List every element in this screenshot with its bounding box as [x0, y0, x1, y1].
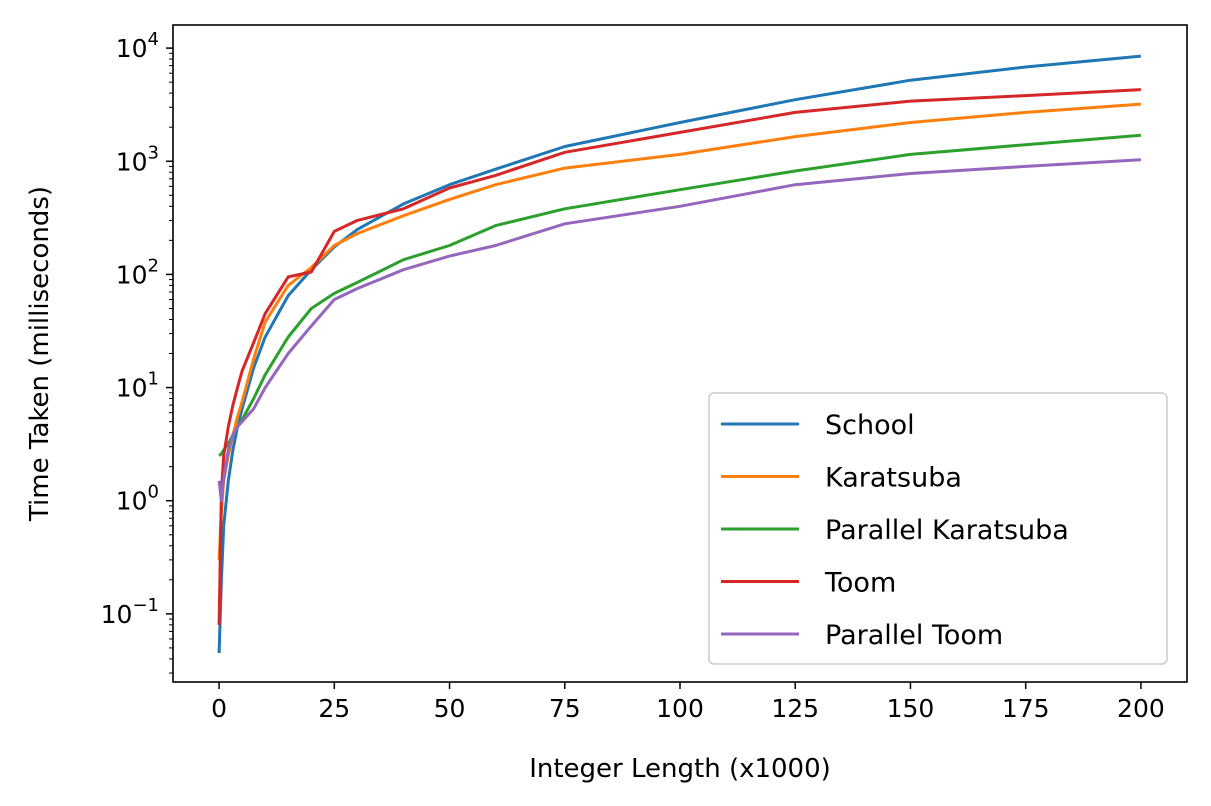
x-tick-label: 125 [771, 694, 819, 723]
x-tick-label: 75 [549, 694, 581, 723]
series-line-4 [217, 158, 1141, 503]
x-tick-label: 175 [1002, 694, 1050, 723]
legend: School Karatsuba Parallel Karatsuba Toom Par… [708, 392, 1168, 665]
legend-label: Karatsuba [825, 463, 962, 494]
y-tick-label: 102 [116, 255, 159, 289]
legend-label: Toom [824, 568, 896, 599]
x-tick-label: 100 [656, 694, 704, 723]
legend-label: Parallel Karatsuba [825, 515, 1069, 546]
legend-label: Parallel Toom [825, 620, 1003, 651]
y-tick-label: 103 [116, 142, 159, 176]
x-tick-label: 25 [318, 694, 350, 723]
x-tick-label: 0 [211, 694, 227, 723]
y-axis-label: Time Taken (milliseconds) [25, 186, 55, 522]
x-tick-label: 200 [1117, 694, 1165, 723]
y-tick-label: 100 [116, 482, 159, 516]
legend-label: School [825, 410, 915, 441]
x-tick-label: 150 [887, 694, 935, 723]
series-line-3 [217, 88, 1141, 625]
series-layer [217, 54, 1142, 654]
tick-layer: 0 25 50 75 100 125 150 175 200 10−1 100 101 102 103 10… [101, 29, 1165, 723]
y-tick-label: 10−1 [101, 595, 159, 629]
y-tick-label: 104 [116, 29, 159, 63]
y-tick-label: 101 [116, 369, 159, 403]
plot-frame [172, 24, 1188, 683]
x-tick-label: 50 [434, 694, 466, 723]
legend-box [708, 392, 1168, 665]
x-axis-label: Integer Length (x1000) [529, 754, 831, 784]
